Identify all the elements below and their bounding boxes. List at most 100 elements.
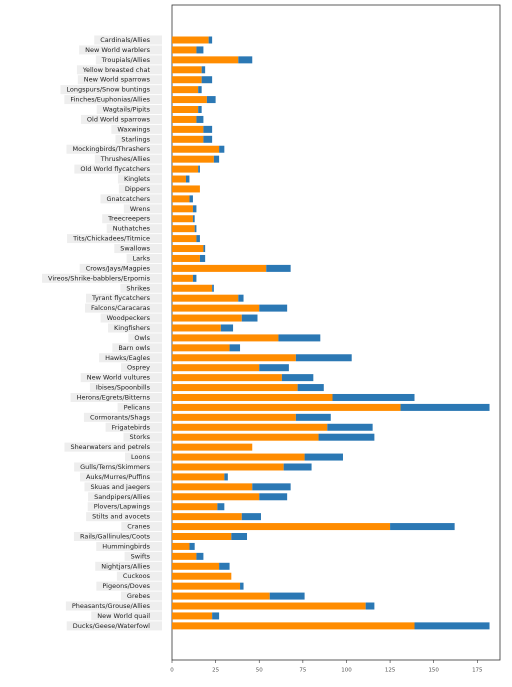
y-tick-label: Kinglets [124,175,151,183]
bar-segment [297,384,324,392]
bar-segment [172,274,193,282]
bar-segment [231,533,248,540]
label-background [74,462,162,472]
bar-segment [390,523,455,531]
y-tick-label: New World warblers [85,46,151,54]
bar-segment [219,145,225,153]
y-tick-label: Loons [131,453,151,461]
label-background [66,621,162,631]
label-background [96,581,162,591]
label-background [123,432,162,442]
y-tick-label: Woodpeckers [107,314,151,322]
bar-segment [172,364,260,372]
y-tick-label: Gnatcatchers [106,195,150,203]
label-background [115,134,162,144]
y-tick-label: Old World sparrows [87,115,151,123]
y-tick-label: Osprey [127,364,150,372]
bar-segment [172,36,209,44]
bar-segment [172,284,213,292]
y-tick-label: Starlings [121,135,150,143]
bar-segment [172,443,253,451]
bar-segment [172,622,415,630]
label-background [124,551,162,561]
bar-segment [172,483,253,491]
label-background [83,412,162,422]
bar-segment [172,592,270,600]
bar-segment [172,552,197,560]
y-tick-label: Herons/Egrets/Bitterns [77,393,151,401]
bar-segment [172,513,242,521]
label-background [64,442,162,452]
bar-segment [172,423,328,431]
label-background [116,571,162,581]
label-background [105,422,162,432]
bar-segment [400,403,490,411]
bar-segment [283,463,312,471]
bar-segment [241,314,258,322]
bar-segment [295,354,352,362]
x-tick-label: 125 [385,668,396,674]
bar-segment [189,542,195,550]
y-tick-label: Pelicans [124,403,151,411]
y-tick-label: New World quail [97,612,150,620]
label-background [91,611,162,621]
bar-segment [172,334,279,342]
y-tick-label: Tits/Chickadees/Titmice [72,235,150,243]
bar-segment [192,215,195,223]
bar-segment [172,56,239,64]
label-background [96,105,162,115]
y-tick-label: Shrikes [126,284,150,292]
bar-segment [259,493,288,501]
label-background [60,85,162,95]
label-background [117,402,162,412]
y-tick-label: Hawks/Eagles [105,354,151,362]
bar-segment [318,433,375,441]
bar-segment [327,423,373,431]
y-tick-label: Pheasants/Grouse/Allies [72,602,151,610]
bar-segment [198,106,202,114]
bar-segment [194,225,197,233]
bar-segment [198,86,202,94]
bar-segment [172,572,232,580]
label-background [73,532,162,541]
bar-segment [172,413,296,421]
y-tick-label: Frigatebirds [112,423,151,431]
label-background [114,244,162,254]
y-tick-label: Vireos/Shrike-babblers/Erpornis [48,274,151,282]
bar-segment [172,533,232,540]
label-background [76,65,162,75]
bar-segment [172,264,267,272]
label-background [100,313,162,323]
bar-segment [219,562,230,570]
x-tick-label: 75 [299,668,306,674]
label-background [85,303,162,313]
bar-segment [172,165,199,173]
label-background [87,502,162,512]
bar-segment [172,582,241,590]
y-tick-label: Kingfishers [114,324,151,332]
bar-segment [259,304,288,312]
y-tick-label: Cranes [127,523,150,531]
bar-segment [172,384,298,392]
label-background [106,224,162,234]
bar-segment [172,254,200,262]
bar-segment [172,324,221,332]
bar-segment [172,86,199,94]
bar-segment [414,622,490,630]
bar-segment [278,334,321,342]
label-background [125,452,162,462]
label-background [67,234,162,244]
bar-segment [172,155,214,163]
bar-segment [332,393,415,401]
bar-segment [196,46,204,54]
bar-segment [304,453,343,461]
bar-segment [172,523,391,531]
bar-segment [172,602,366,610]
bar-segment [238,56,253,64]
label-background [120,591,162,601]
bar-segment [172,403,401,411]
bar-segment [172,304,260,312]
label-background [42,273,162,283]
bar-segment [185,175,190,183]
